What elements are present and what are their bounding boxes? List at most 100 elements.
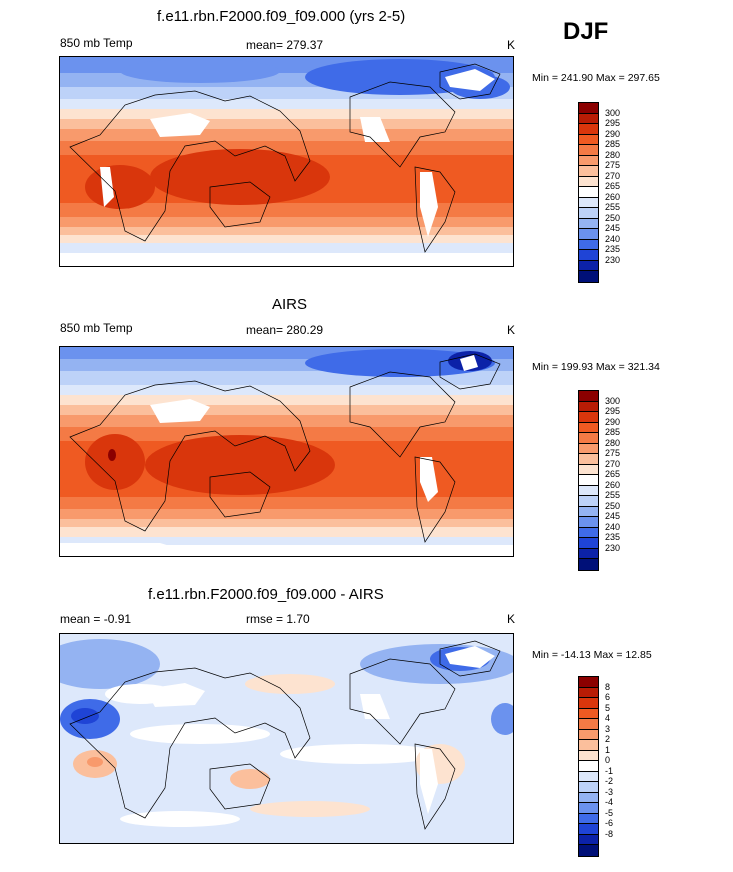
panel-diff-colorbar (578, 676, 599, 857)
colorbar-tick-label: 260 (605, 479, 621, 490)
colorbar-cell (579, 834, 598, 846)
panel-obs-variable-label: 850 mb Temp (60, 321, 133, 335)
colorbar-cell (579, 792, 598, 804)
colorbar-tick-label: 5 (605, 702, 611, 713)
colorbar-cell (579, 422, 598, 434)
colorbar-cell (579, 134, 598, 146)
colorbar-tick-label: -3 (605, 786, 614, 797)
colorbar-cell (579, 527, 598, 539)
colorbar-tick-label: 235 (605, 532, 621, 543)
colorbar-cell (579, 103, 598, 114)
colorbar-tick-label: 290 (605, 416, 621, 427)
colorbar-cell (579, 464, 598, 476)
colorbar-tick-label: 255 (605, 490, 621, 501)
panel-model-minmax: Min = 241.90 Max = 297.65 (532, 72, 660, 84)
colorbar-cell (579, 761, 598, 772)
colorbar-cell (579, 218, 598, 230)
colorbar-cell (579, 271, 598, 282)
colorbar-cell (579, 782, 598, 793)
colorbar-cell (579, 548, 598, 560)
colorbar-cell (579, 803, 598, 814)
panel-diff-minmax: Min = -14.13 Max = 12.85 (532, 649, 652, 661)
colorbar-tick-label: 3 (605, 723, 611, 734)
colorbar-tick-label: 240 (605, 233, 621, 244)
colorbar-tick-label: 255 (605, 202, 621, 213)
panel-diff-rmse-label: rmse = 1.70 (246, 612, 310, 626)
colorbar-tick-label: 260 (605, 191, 621, 202)
colorbar-cell (579, 197, 598, 209)
colorbar-tick-label: 265 (605, 469, 621, 480)
colorbar-tick-label: 235 (605, 244, 621, 255)
panel-model-map-image (60, 57, 513, 266)
colorbar-cell (579, 412, 598, 423)
colorbar-cell (579, 260, 598, 272)
panel-obs-map (59, 346, 514, 557)
colorbar-tick-label: -4 (605, 797, 614, 808)
panel-obs-units-label: K (507, 323, 516, 337)
panel-obs-colorbar (578, 390, 599, 571)
colorbar-tick-label: 280 (605, 437, 621, 448)
colorbar-tick-label: 245 (605, 223, 621, 234)
colorbar-tick-label: 285 (605, 427, 621, 438)
colorbar-tick-label: 1 (605, 744, 611, 755)
colorbar-cell (579, 750, 598, 762)
panel-model-mean-label: mean= 279.37 (246, 38, 324, 52)
colorbar-cell (579, 538, 598, 549)
colorbar-tick-label: 270 (605, 458, 621, 469)
colorbar-tick-label: 275 (605, 448, 621, 459)
colorbar-tick-label: 6 (605, 692, 611, 703)
colorbar-cell (579, 677, 598, 688)
colorbar-cell (579, 475, 598, 486)
colorbar-cell (579, 506, 598, 518)
colorbar-tick-label: 270 (605, 170, 621, 181)
colorbar-cell (579, 433, 598, 444)
colorbar-cell (579, 145, 598, 156)
colorbar-cell (579, 391, 598, 402)
colorbar-tick-label: 265 (605, 181, 621, 192)
colorbar-cell (579, 485, 598, 497)
panel-diff-units-label: K (507, 612, 516, 626)
colorbar-cell (579, 401, 598, 413)
panel-model-units-label: K (507, 38, 516, 52)
colorbar-cell (579, 687, 598, 699)
panel-diff-map-image (60, 634, 513, 843)
colorbar-tick-label: 230 (605, 254, 621, 265)
panel-model-title: f.e11.rbn.F2000.f09_f09.000 (yrs 2-5) (157, 8, 406, 25)
colorbar-tick-label: -5 (605, 807, 614, 818)
colorbar-cell (579, 845, 598, 856)
colorbar-cell (579, 517, 598, 528)
colorbar-cell (579, 729, 598, 741)
colorbar-tick-label: 295 (605, 406, 621, 417)
colorbar-tick-label: 275 (605, 160, 621, 171)
colorbar-tick-label: 8 (605, 681, 611, 692)
colorbar-tick-label: 230 (605, 542, 621, 553)
colorbar-tick-label: -2 (605, 776, 614, 787)
season-label: DJF (563, 18, 609, 45)
colorbar-cell (579, 719, 598, 730)
colorbar-cell (579, 208, 598, 219)
colorbar-tick-label: -6 (605, 818, 614, 829)
colorbar-tick-label: 2 (605, 734, 611, 745)
colorbar-cell (579, 239, 598, 251)
colorbar-cell (579, 250, 598, 261)
colorbar-tick-label: 250 (605, 500, 621, 511)
colorbar-cell (579, 698, 598, 709)
colorbar-cell (579, 771, 598, 783)
colorbar-tick-label: 0 (605, 755, 611, 766)
panel-model-colorbar (578, 102, 599, 283)
colorbar-cell (579, 155, 598, 167)
colorbar-cell (579, 113, 598, 125)
colorbar-tick-label: 295 (605, 118, 621, 129)
panel-obs-minmax: Min = 199.93 Max = 321.34 (532, 361, 660, 373)
colorbar-cell (579, 559, 598, 570)
colorbar-cell (579, 740, 598, 751)
panel-obs-map-image (60, 347, 513, 556)
colorbar-tick-label: 240 (605, 521, 621, 532)
colorbar-cell (579, 176, 598, 188)
colorbar-cell (579, 813, 598, 825)
panel-obs-mean-label: mean= 280.29 (246, 323, 324, 337)
colorbar-cell (579, 229, 598, 240)
panel-model-variable-label: 850 mb Temp (60, 36, 133, 50)
panel-obs-title: AIRS (272, 296, 308, 313)
colorbar-tick-label: -8 (605, 828, 614, 839)
